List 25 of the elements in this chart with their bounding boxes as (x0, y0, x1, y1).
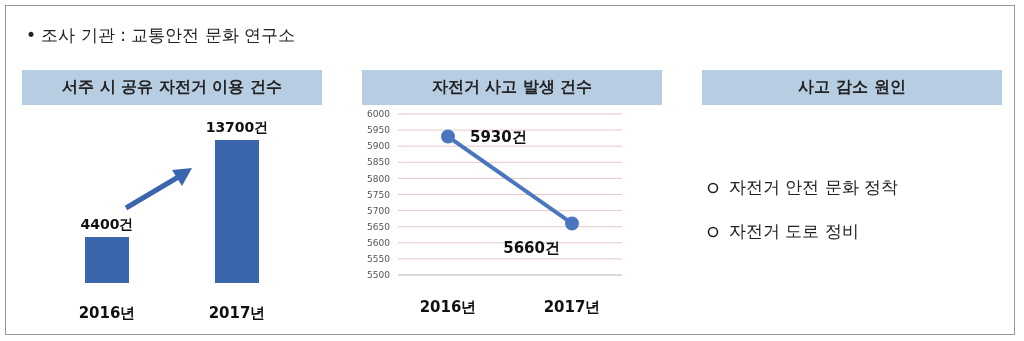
y-tick-label: 5550 (367, 254, 391, 265)
y-tick-label: 5700 (367, 205, 391, 216)
y-tick-label: 5900 (367, 141, 391, 152)
y-tick-label: 6000 (367, 109, 391, 120)
x-tick-label: 2016년 (419, 297, 477, 316)
data-label: 5660건 (503, 239, 560, 258)
chart-title: 서주 시 공유 자전거 이용 건수 (22, 70, 322, 105)
text: • 조사 기관 : 교통안전 문화 연구소 (26, 24, 296, 47)
data-label: 13700건 (205, 119, 269, 135)
x-tick-label: 2017년 (208, 303, 266, 322)
y-tick-label: 5750 (367, 189, 391, 200)
text: 사고 감소 원인 (702, 70, 1002, 105)
y-tick-label: 5650 (367, 221, 391, 232)
y-tick-label: 5950 (367, 125, 391, 136)
y-tick-label: 5850 (367, 157, 391, 168)
x-tick-label: 2016년 (78, 303, 136, 322)
y-tick-label: 5800 (367, 173, 391, 184)
text: 자전거 안전 문화 정착 (729, 176, 899, 199)
data-label: 4400건 (80, 216, 134, 233)
y-tick-label: 5600 (367, 238, 391, 248)
y-tick-label: 5500 (367, 270, 391, 281)
x-tick-label: 2017년 (543, 297, 601, 316)
text: 자전거 도로 정비 (729, 220, 859, 243)
chart-title: 자전거 사고 발생 건수 (362, 70, 662, 105)
data-label: 5930건 (470, 127, 527, 146)
